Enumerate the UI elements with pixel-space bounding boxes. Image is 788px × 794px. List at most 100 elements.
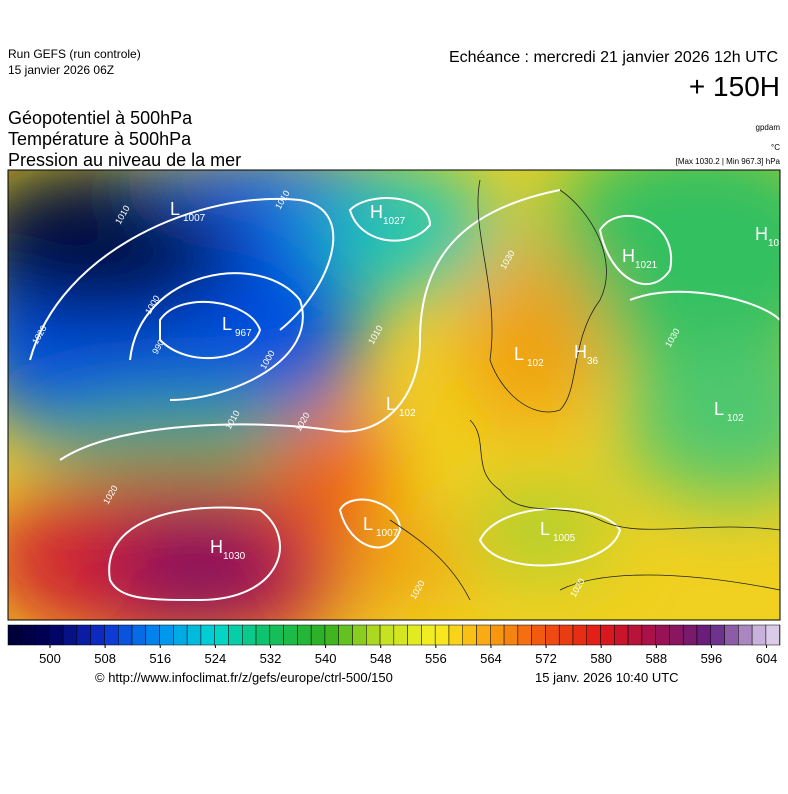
colorbar-swatch bbox=[463, 625, 477, 645]
colorbar-tick-label: 516 bbox=[149, 651, 171, 666]
colorbar-swatch bbox=[63, 625, 77, 645]
colorbar-tick-label: 532 bbox=[260, 651, 282, 666]
unit: °C bbox=[771, 143, 780, 152]
center-value: 1007 bbox=[376, 528, 399, 539]
colorbar-swatch bbox=[146, 625, 160, 645]
title: Géopotentiel à 500hPa bbox=[8, 108, 193, 128]
colorbar-swatch bbox=[421, 625, 435, 645]
valid-time: Echéance : mercredi 21 janvier 2026 12h … bbox=[449, 49, 778, 66]
colorbar-swatch bbox=[545, 625, 559, 645]
center-value: 1021 bbox=[635, 260, 658, 271]
map bbox=[0, 130, 788, 650]
colorbar-swatch bbox=[242, 625, 256, 645]
center-value: 1005 bbox=[553, 533, 576, 544]
title: Température à 500hPa bbox=[8, 129, 192, 149]
colorbar-swatch bbox=[284, 625, 298, 645]
title: Pression au niveau de la mer bbox=[8, 150, 241, 170]
unit: [Max 1030.2 | Min 967.3] hPa bbox=[676, 157, 781, 166]
colorbar-swatch bbox=[366, 625, 380, 645]
colorbar-tick-label: 508 bbox=[94, 651, 116, 666]
colorbar-swatch bbox=[573, 625, 587, 645]
colorbar-swatch bbox=[173, 625, 187, 645]
colorbar-swatch bbox=[697, 625, 711, 645]
colorbar-tick-label: 524 bbox=[205, 651, 227, 666]
center-type: L bbox=[170, 199, 180, 219]
colorbar-swatch bbox=[725, 625, 739, 645]
colorbar-swatch bbox=[104, 625, 118, 645]
colorbar-swatch bbox=[49, 625, 63, 645]
colorbar-swatch bbox=[394, 625, 408, 645]
center-type: L bbox=[222, 314, 232, 334]
colorbar-swatch bbox=[408, 625, 422, 645]
colorbar-tick-label: 572 bbox=[535, 651, 557, 666]
unit: gpdam bbox=[756, 123, 781, 132]
center-value: 967 bbox=[235, 328, 252, 339]
colorbar-swatch bbox=[683, 625, 697, 645]
colorbar-swatch bbox=[160, 625, 174, 645]
run: Run GEFS (run controle) bbox=[8, 47, 141, 61]
colorbar-swatch bbox=[766, 625, 780, 645]
colorbar-swatch bbox=[311, 625, 325, 645]
colorbar-swatch bbox=[339, 625, 353, 645]
colorbar-swatch bbox=[380, 625, 394, 645]
colorbar-swatch bbox=[228, 625, 242, 645]
colorbar-tick-label: 548 bbox=[370, 651, 392, 666]
colorbar-swatch bbox=[77, 625, 91, 645]
colorbar-swatch bbox=[614, 625, 628, 645]
center-type: L bbox=[363, 514, 373, 534]
center-value: 36 bbox=[587, 356, 599, 367]
colorbar-tick-label: 564 bbox=[480, 651, 502, 666]
colorbar-swatch bbox=[118, 625, 132, 645]
colorbar-swatch bbox=[435, 625, 449, 645]
lead-time: + 150H bbox=[689, 71, 780, 102]
run-date: 15 janvier 2026 06Z bbox=[8, 63, 114, 77]
colorbar-swatch bbox=[201, 625, 215, 645]
center-value: 1030 bbox=[223, 551, 246, 562]
colorbar-swatch bbox=[36, 625, 50, 645]
colorbar-swatch bbox=[559, 625, 573, 645]
colorbar-tick-label: 500 bbox=[39, 651, 61, 666]
colorbar-tick-label: 580 bbox=[590, 651, 612, 666]
colorbar-swatch bbox=[22, 625, 36, 645]
center-type: H bbox=[574, 342, 587, 362]
center-value: 102 bbox=[399, 408, 416, 419]
center-type: L bbox=[386, 394, 396, 414]
colorbar-swatch bbox=[532, 625, 546, 645]
colorbar-swatch bbox=[587, 625, 601, 645]
center-value: 10 bbox=[768, 238, 780, 249]
colorbar-swatch bbox=[449, 625, 463, 645]
colorbar-swatch bbox=[215, 625, 229, 645]
colorbar-swatch bbox=[642, 625, 656, 645]
center-value: 1007 bbox=[183, 213, 206, 224]
colorbar-tick-label: 604 bbox=[756, 651, 778, 666]
center-type: L bbox=[714, 399, 724, 419]
colorbar-swatch bbox=[91, 625, 105, 645]
colorbar-swatch bbox=[738, 625, 752, 645]
colorbar-swatch bbox=[752, 625, 766, 645]
colorbar-swatch bbox=[353, 625, 367, 645]
generated: 15 janv. 2026 10:40 UTC bbox=[535, 670, 679, 685]
center-type: H bbox=[755, 224, 768, 244]
colorbar-swatch bbox=[477, 625, 491, 645]
colorbar-swatch bbox=[656, 625, 670, 645]
colorbar-swatch bbox=[132, 625, 146, 645]
source: © http://www.infoclimat.fr/z/gefs/europe… bbox=[95, 670, 393, 685]
colorbar-tick-label: 588 bbox=[645, 651, 667, 666]
colorbar-swatch bbox=[490, 625, 504, 645]
colorbar-swatch bbox=[256, 625, 270, 645]
colorbar-tick-label: 540 bbox=[315, 651, 337, 666]
colorbar-tick-label: 556 bbox=[425, 651, 447, 666]
center-type: H bbox=[210, 537, 223, 557]
colorbar-swatch bbox=[518, 625, 532, 645]
colorbar-swatch bbox=[504, 625, 518, 645]
center-type: H bbox=[622, 246, 635, 266]
center-type: L bbox=[540, 519, 550, 539]
colorbar-swatch bbox=[325, 625, 339, 645]
colorbar-swatch bbox=[669, 625, 683, 645]
center-value: 1027 bbox=[383, 216, 406, 227]
colorbar-swatch bbox=[628, 625, 642, 645]
colorbar-swatch bbox=[297, 625, 311, 645]
colorbar-swatch bbox=[601, 625, 615, 645]
